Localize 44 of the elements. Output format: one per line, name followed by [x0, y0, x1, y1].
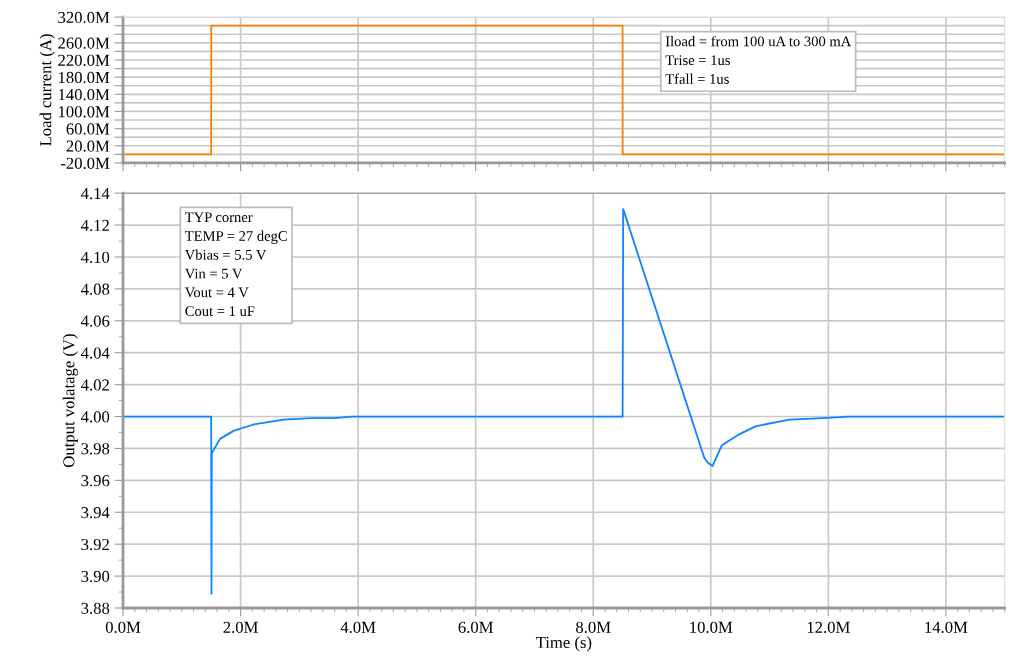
- y-tick-label: 60.0M: [66, 123, 110, 135]
- y-tick-label: 4.12: [80, 219, 109, 232]
- y-tick-label: 260.0M: [58, 37, 110, 49]
- annotation: TEMP = 27 degC: [185, 230, 287, 244]
- y-tick-label: 20.0M: [66, 140, 110, 152]
- y-tick-label: 140.0M: [58, 89, 110, 101]
- y-tick-label: 180.0M: [58, 71, 110, 84]
- y-tick-label: 100.0M: [58, 106, 110, 118]
- y-axis-title: Load current (A): [39, 34, 55, 146]
- annotation: Trise = 1us: [665, 55, 730, 66]
- y-tick-label: 220.0M: [58, 54, 110, 66]
- y-tick-label: 3.98: [81, 443, 110, 455]
- y-tick-label: 4.14: [80, 187, 110, 200]
- y-tick-label: 3.90: [81, 570, 110, 583]
- annotation: Vbias = 5.5 V: [184, 249, 267, 260]
- annotation: Vout = 4 V: [184, 287, 249, 298]
- x-axis-title: Time (s): [535, 636, 592, 652]
- y-tick-label: 4.08: [80, 283, 110, 295]
- x-tick-label: 10.0M: [690, 621, 733, 633]
- y-axis-title: Output volatage (V): [62, 334, 78, 467]
- x-tick-label: 14.0M: [925, 621, 968, 633]
- y-tick-label: 3.88: [81, 602, 110, 615]
- annotation: TYP corner: [185, 212, 253, 223]
- y-tick-label: 4.06: [80, 315, 110, 327]
- line-series: [123, 208, 1005, 595]
- y-tick-label: 3.94: [81, 507, 110, 519]
- y-tick-label: 3.92: [81, 538, 109, 551]
- y-tick-label: 320.0M: [58, 11, 110, 24]
- annotation: Cout = 1 uF: [185, 306, 255, 317]
- annotation: Tfall = 1us: [665, 73, 729, 84]
- y-tick-label: 4.00: [80, 411, 110, 423]
- x-tick-label: 4.0M: [340, 621, 376, 633]
- x-tick-label: 12.0M: [807, 621, 850, 633]
- x-tick-label: 8.0M: [576, 621, 611, 633]
- y-tick-label: 4.02: [80, 379, 109, 391]
- annotation: Vin = 5 V: [184, 268, 243, 279]
- y-tick-label: 3.96: [81, 475, 110, 487]
- x-tick-label: 0.0M: [105, 621, 141, 633]
- x-tick-label: 2.0M: [223, 621, 258, 633]
- y-tick-label: 4.10: [80, 251, 110, 263]
- y-tick-label: 4.04: [80, 347, 110, 359]
- annotation: Iload = from 100 uA to 300 mA: [665, 35, 852, 47]
- y-tick-label: -20.0M: [60, 157, 110, 169]
- x-tick-label: 6.0M: [458, 621, 494, 633]
